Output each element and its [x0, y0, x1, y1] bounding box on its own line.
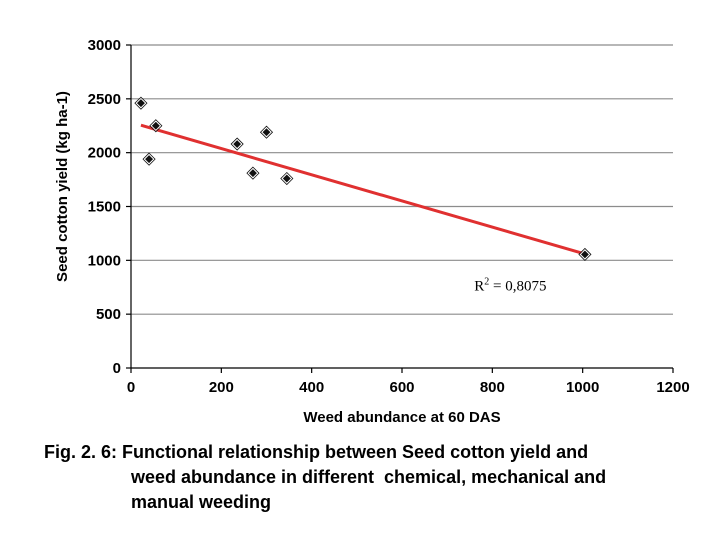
x-tick-label-400: 400	[299, 379, 324, 396]
r-squared-annotation: R2 = 0,8075	[474, 276, 546, 294]
x-tick-label-600: 600	[389, 379, 414, 396]
x-tick-labels: 0 200 400 600 800 1000 1200	[127, 379, 690, 396]
data-point-1	[135, 98, 147, 109]
x-tick-label-1200: 1200	[656, 379, 689, 396]
data-point-outline-6	[259, 125, 274, 139]
x-tick-label-1000: 1000	[566, 379, 599, 396]
data-point-outline-2	[142, 152, 156, 166]
r-squared-superscript: 2	[484, 276, 489, 287]
data-point-4	[232, 138, 243, 150]
data-point-outline-8	[578, 247, 592, 261]
data-point-outline-1	[134, 96, 148, 110]
caption-line-3: manual weeding	[131, 492, 272, 512]
caption-line-2: weed abundance in different chemical, me…	[131, 467, 607, 487]
y-tick-label-500: 500	[96, 306, 121, 323]
data-point-7	[281, 173, 292, 184]
x-axis-title: Weed abundance at 60 DAS	[303, 409, 500, 426]
caption-line-1: Fig. 2. 6: Functional relationship betwe…	[44, 442, 589, 462]
y-axis-title: Seed cotton yield (kg ha-1)	[54, 91, 71, 282]
y-tick-label-1000: 1000	[88, 252, 121, 269]
data-point-outline-4	[230, 137, 244, 151]
data-point-8	[579, 249, 590, 260]
data-point-outline-5	[246, 166, 260, 180]
data-point-5	[247, 168, 259, 179]
y-tick-label-2000: 2000	[88, 145, 121, 162]
data-point-6	[261, 127, 272, 138]
y-tick-label-1500: 1500	[88, 199, 121, 216]
data-points	[134, 96, 592, 261]
r-squared-letter: R	[474, 278, 484, 294]
data-point-outline-3	[149, 119, 163, 133]
data-point-2	[144, 154, 155, 165]
data-point-outline-7	[280, 171, 294, 186]
y-tick-label-0: 0	[113, 360, 121, 377]
trendline	[140, 123, 584, 255]
x-tick-label-0: 0	[127, 379, 135, 396]
x-tick-label-200: 200	[209, 379, 234, 396]
figure-caption: Fig. 2. 6: Functional relationship betwe…	[44, 440, 704, 515]
y-tick-label-3000: 3000	[88, 37, 121, 54]
gridlines	[131, 44, 673, 315]
r-squared-value: = 0,8075	[489, 278, 546, 294]
x-tick-label-800: 800	[480, 379, 505, 396]
scatter-chart: 0 500 1000 1500 2000 2500 3000 0 200 400 600 800 10…	[54, 37, 690, 426]
y-tick-label-2500: 2500	[88, 91, 121, 108]
y-tick-labels: 0 500 1000 1500 2000 2500 3000	[88, 37, 121, 377]
axes	[126, 44, 674, 373]
data-point-3	[150, 120, 161, 131]
